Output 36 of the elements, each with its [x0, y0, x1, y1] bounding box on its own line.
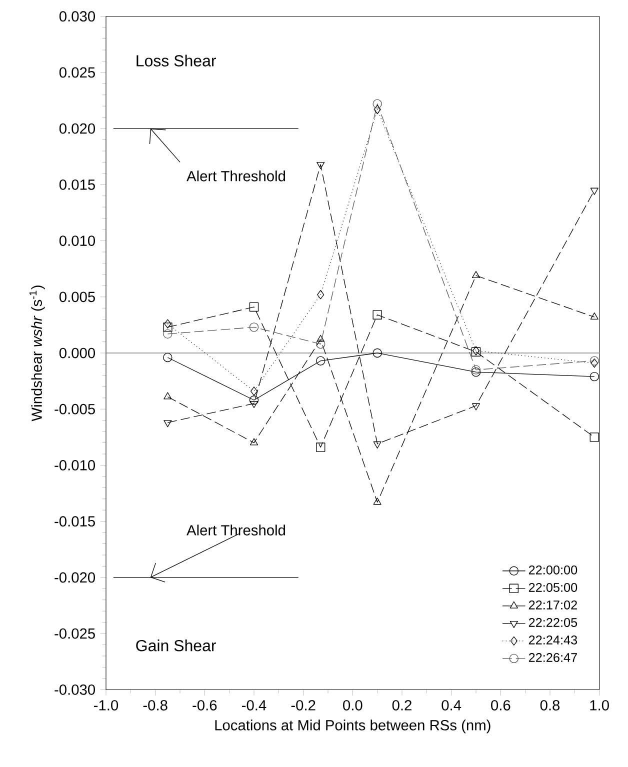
x-tick-label: 0.8 — [540, 700, 560, 710]
ref-line-label: Alert Threshold — [186, 524, 286, 536]
annotation: Loss Shear — [136, 54, 216, 66]
x-tick-label: -0.4 — [242, 700, 266, 710]
y-tick-label: -0.020 — [54, 572, 96, 583]
y-tick-label: 0.020 — [59, 123, 96, 134]
y-tick-label: 0.005 — [59, 292, 95, 302]
y-tick-label: 0.030 — [59, 11, 96, 22]
legend-label: 22:17:02 — [528, 600, 577, 610]
y-axis-title: Windshear wshr (s$^{-1}$) — [29, 286, 45, 422]
x-tick-label: -0.2 — [291, 700, 316, 710]
annotation: Gain Shear — [136, 640, 216, 652]
y-tick-label: -0.030 — [54, 684, 96, 695]
x-tick-label: -1.0 — [94, 700, 118, 710]
x-tick-label: 0.0 — [343, 700, 362, 710]
y-tick-label: 0.015 — [59, 179, 95, 190]
y-tick-label: 0.025 — [59, 67, 95, 78]
y-tick-label: -0.010 — [54, 460, 96, 470]
x-tick-label: -0.6 — [192, 700, 217, 710]
legend-label: 22:22:05 — [528, 618, 578, 627]
y-tick-label: 0.010 — [59, 236, 96, 246]
y-tick-label: -0.015 — [54, 516, 95, 527]
x-tick-label: 0.4 — [442, 700, 462, 710]
legend-label: 22:05:00 — [528, 582, 578, 592]
x-tick-label: 0.2 — [392, 700, 412, 710]
x-tick-label: 1.0 — [590, 700, 609, 710]
x-tick-label: -0.8 — [143, 700, 168, 710]
legend-label: 22:24:43 — [528, 636, 578, 644]
y-tick-label: 0.000 — [59, 348, 96, 358]
legend-label: 22:00:00 — [528, 565, 578, 574]
legend-label: 22:26:47 — [528, 653, 577, 662]
x-axis-title: Locations at Mid Points between RSs (nm) — [215, 720, 490, 734]
y-tick-label: -0.025 — [54, 628, 95, 639]
y-tick-label: -0.005 — [54, 404, 95, 414]
ref-line-label: Alert Threshold — [186, 170, 286, 182]
x-tick-label: 0.6 — [491, 700, 510, 710]
